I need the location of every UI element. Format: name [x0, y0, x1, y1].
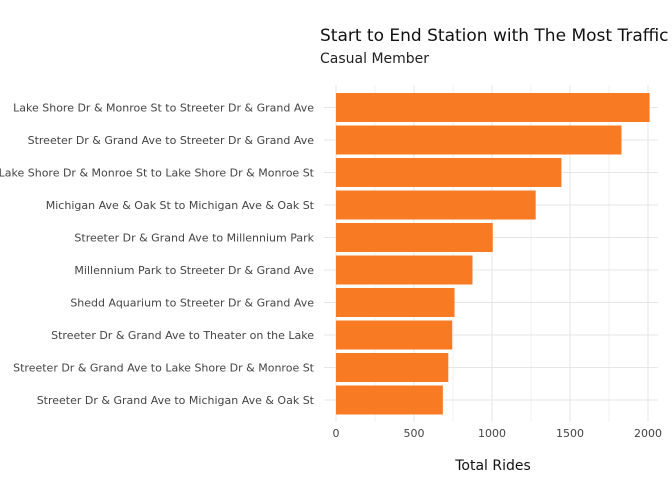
x-tick-label: 500: [404, 427, 425, 440]
bar: [336, 190, 536, 220]
bar: [336, 353, 449, 382]
x-axis-title: Total Rides: [454, 458, 531, 474]
bar: [336, 93, 650, 122]
bar: [336, 255, 473, 285]
bar: [336, 125, 622, 155]
bar: [336, 158, 562, 187]
chart-subtitle: Casual Member: [320, 51, 429, 67]
bars: [336, 93, 650, 415]
x-tick-label: 1000: [478, 427, 506, 440]
category-label: Lake Shore Dr & Monroe St to Lake Shore …: [0, 167, 315, 180]
category-label: Streeter Dr & Grand Ave to Theater on th…: [51, 329, 314, 342]
x-tick-label: 1500: [556, 427, 584, 440]
bar: [336, 385, 443, 415]
category-label: Lake Shore Dr & Monroe St to Streeter Dr…: [13, 102, 314, 115]
category-label: Millennium Park to Streeter Dr & Grand A…: [74, 264, 314, 277]
category-label: Streeter Dr & Grand Ave to Lake Shore Dr…: [13, 362, 315, 375]
x-tick-labels: 0 500 1000 1500 2000: [333, 427, 663, 440]
chart-title: Start to End Station with The Most Traff…: [320, 26, 669, 46]
category-label: Streeter Dr & Grand Ave to Streeter Dr &…: [28, 134, 315, 147]
category-label: Shedd Aquarium to Streeter Dr & Grand Av…: [70, 297, 314, 310]
category-label: Streeter Dr & Grand Ave to Michigan Ave …: [37, 394, 315, 407]
bar: [336, 223, 493, 252]
category-label: Streeter Dr & Grand Ave to Millennium Pa…: [74, 232, 314, 245]
x-tick-label: 2000: [634, 427, 662, 440]
bar: [336, 320, 453, 350]
category-labels: Lake Shore Dr & Monroe St to Streeter Dr…: [0, 102, 315, 408]
bar: [336, 288, 455, 317]
x-tick-label: 0: [333, 427, 340, 440]
category-label: Michigan Ave & Oak St to Michigan Ave & …: [46, 199, 315, 212]
